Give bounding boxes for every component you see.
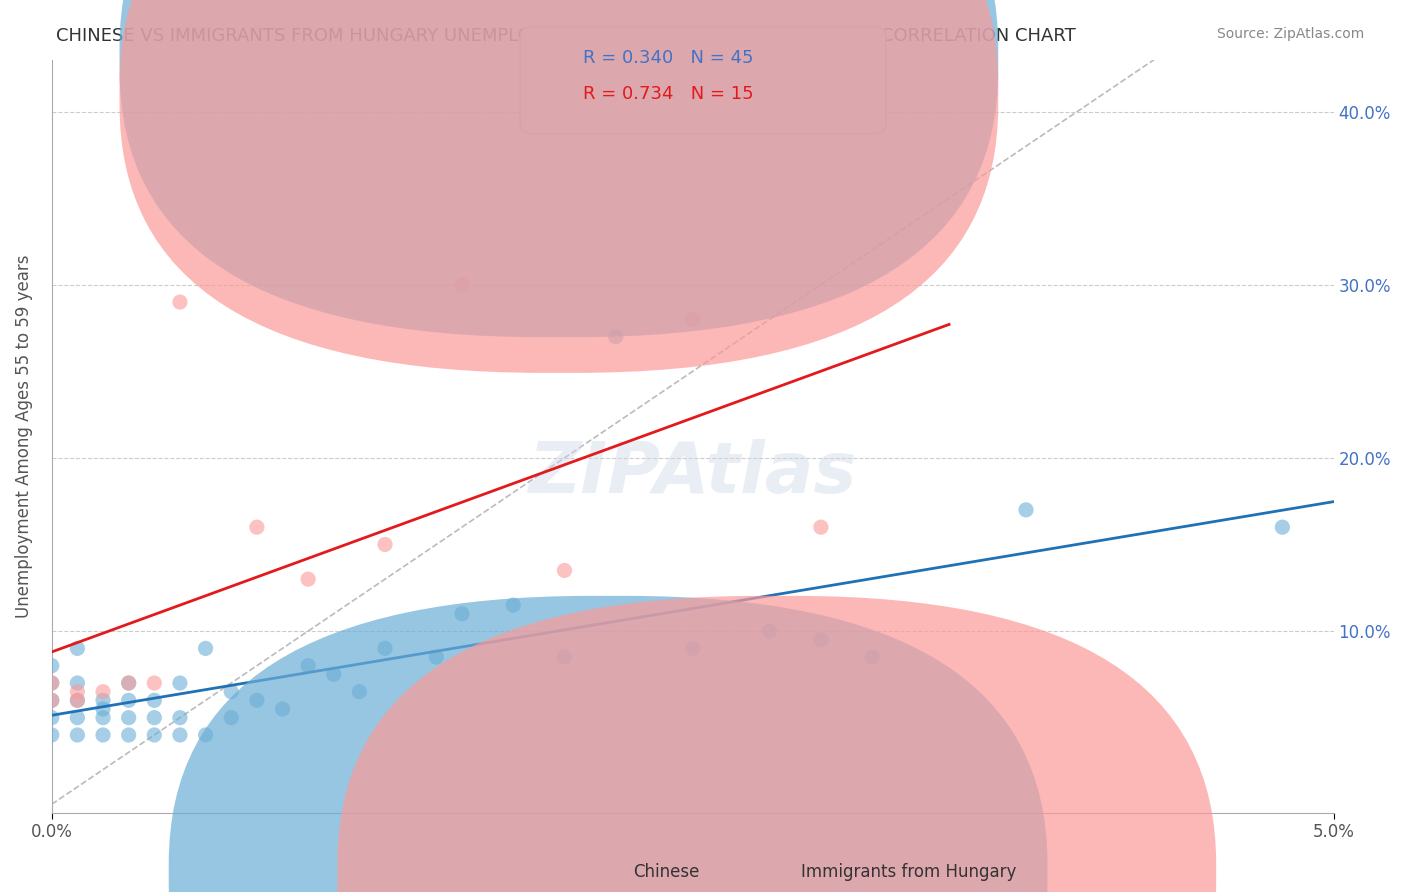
- Chinese: [1271, 520, 1294, 534]
- Chinese: [219, 711, 242, 725]
- Chinese: [143, 693, 166, 707]
- Chinese: [194, 728, 217, 742]
- Chinese: [118, 676, 141, 690]
- Text: R = 0.734   N = 15: R = 0.734 N = 15: [583, 85, 754, 103]
- Chinese: [682, 641, 704, 656]
- Chinese: [322, 667, 344, 681]
- Immigrants from Hungary: [374, 537, 396, 551]
- Chinese: [91, 702, 114, 716]
- Text: R = 0.340   N = 45: R = 0.340 N = 45: [583, 49, 754, 67]
- Immigrants from Hungary: [91, 684, 114, 698]
- Chinese: [66, 693, 89, 707]
- Immigrants from Hungary: [41, 676, 63, 690]
- Immigrants from Hungary: [451, 277, 474, 292]
- Chinese: [91, 728, 114, 742]
- Chinese: [143, 728, 166, 742]
- Chinese: [41, 676, 63, 690]
- Chinese: [349, 684, 371, 698]
- Chinese: [605, 329, 627, 343]
- Chinese: [169, 676, 191, 690]
- Immigrants from Hungary: [682, 312, 704, 326]
- Chinese: [118, 728, 141, 742]
- Text: Chinese: Chinese: [633, 863, 699, 881]
- Text: Source: ZipAtlas.com: Source: ZipAtlas.com: [1216, 27, 1364, 41]
- Chinese: [41, 658, 63, 673]
- Chinese: [758, 624, 780, 638]
- Chinese: [169, 728, 191, 742]
- Chinese: [502, 598, 524, 612]
- Chinese: [810, 632, 832, 647]
- Chinese: [297, 658, 319, 673]
- Chinese: [41, 728, 63, 742]
- Text: CHINESE VS IMMIGRANTS FROM HUNGARY UNEMPLOYMENT AMONG AGES 55 TO 59 YEARS CORREL: CHINESE VS IMMIGRANTS FROM HUNGARY UNEMP…: [56, 27, 1076, 45]
- Chinese: [91, 711, 114, 725]
- Chinese: [169, 711, 191, 725]
- Immigrants from Hungary: [246, 520, 269, 534]
- Immigrants from Hungary: [66, 693, 89, 707]
- Chinese: [118, 711, 141, 725]
- Chinese: [66, 641, 89, 656]
- Immigrants from Hungary: [553, 564, 575, 578]
- Immigrants from Hungary: [143, 676, 166, 690]
- Chinese: [66, 711, 89, 725]
- Chinese: [219, 684, 242, 698]
- Immigrants from Hungary: [118, 676, 141, 690]
- Immigrants from Hungary: [297, 572, 319, 586]
- Chinese: [451, 607, 474, 621]
- Chinese: [66, 676, 89, 690]
- Chinese: [41, 711, 63, 725]
- Chinese: [425, 650, 447, 665]
- Chinese: [66, 728, 89, 742]
- Y-axis label: Unemployment Among Ages 55 to 59 years: Unemployment Among Ages 55 to 59 years: [15, 254, 32, 618]
- Chinese: [41, 693, 63, 707]
- Text: Immigrants from Hungary: Immigrants from Hungary: [801, 863, 1017, 881]
- Immigrants from Hungary: [169, 295, 191, 310]
- Immigrants from Hungary: [66, 684, 89, 698]
- Chinese: [194, 641, 217, 656]
- Chinese: [553, 650, 575, 665]
- Chinese: [246, 693, 269, 707]
- Immigrants from Hungary: [810, 520, 832, 534]
- Chinese: [374, 641, 396, 656]
- Chinese: [271, 702, 294, 716]
- Chinese: [143, 711, 166, 725]
- Chinese: [91, 693, 114, 707]
- Immigrants from Hungary: [41, 693, 63, 707]
- Chinese: [118, 693, 141, 707]
- Chinese: [860, 650, 883, 665]
- Chinese: [1015, 503, 1038, 517]
- Text: ZIPAtlas: ZIPAtlas: [529, 440, 856, 508]
